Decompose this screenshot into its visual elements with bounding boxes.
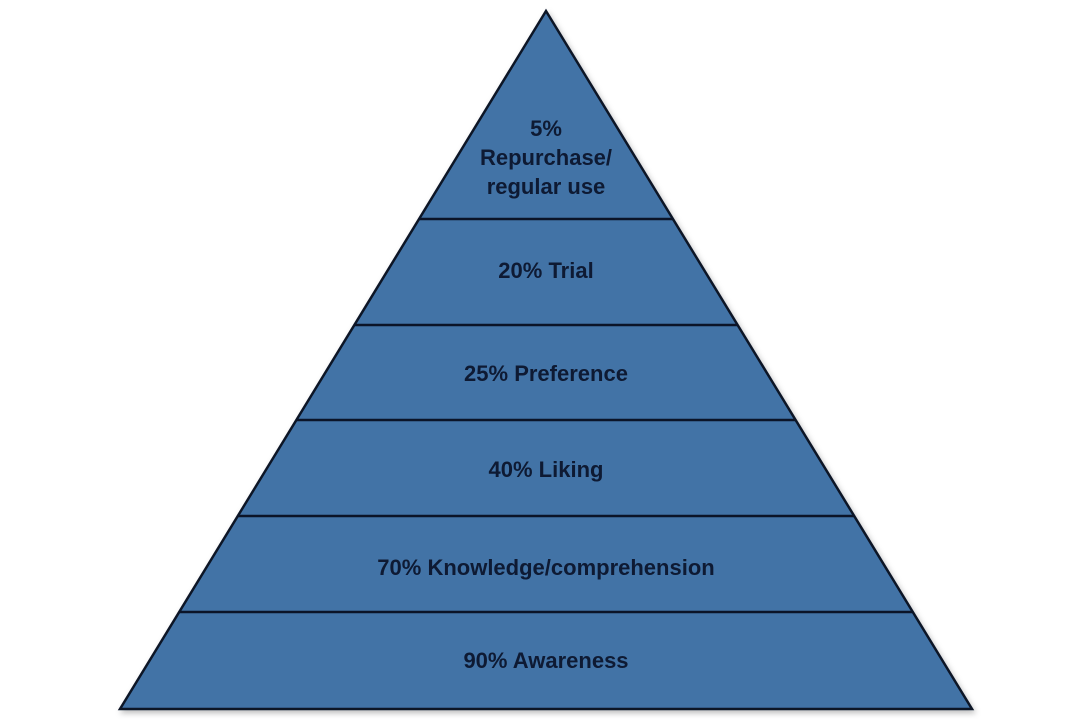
level-3-label: 25% Preference bbox=[464, 361, 628, 386]
level-6-label: 90% Awareness bbox=[463, 648, 628, 673]
pyramid-shape bbox=[117, 8, 975, 711]
level-1-line-3: regular use bbox=[487, 174, 606, 199]
level-1-line-1: 5% bbox=[530, 116, 562, 141]
level-4-label: 40% Liking bbox=[489, 457, 604, 482]
level-1-line-2: Repurchase/ bbox=[480, 145, 612, 170]
level-5-label: 70% Knowledge/comprehension bbox=[377, 555, 714, 580]
level-2-label: 20% Trial bbox=[498, 258, 593, 283]
